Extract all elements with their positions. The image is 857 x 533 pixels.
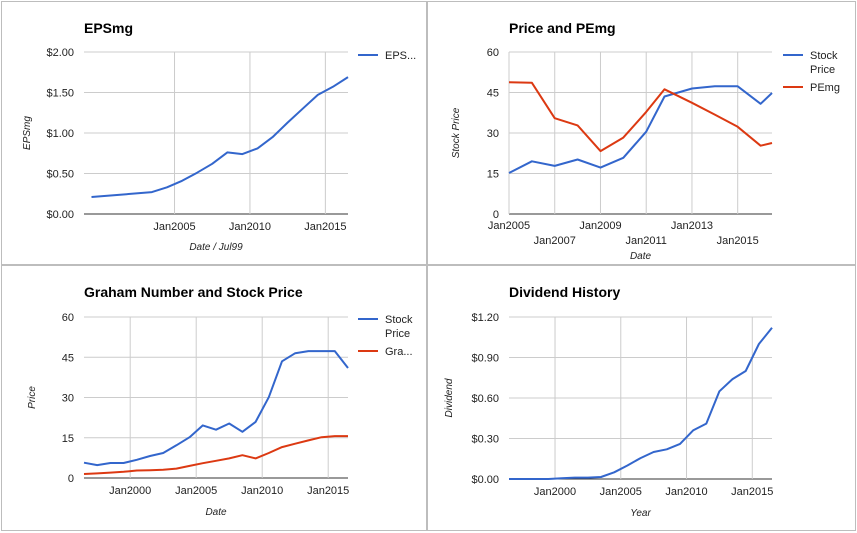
panel-border <box>427 1 856 265</box>
eps-chart-panel: EPSmg $0.00 $0.50 $1.00 $1.50 $2.00 Jan2005 Jan… <box>22 20 416 253</box>
y-tick-label: 0 <box>68 473 74 485</box>
y-tick-label: 15 <box>487 169 499 181</box>
y-tick-label: 60 <box>487 47 499 59</box>
panel-border <box>1 265 427 531</box>
y-tick-label: $0.00 <box>471 474 499 486</box>
y-tick-label: $1.50 <box>46 88 74 100</box>
legend-label: Gra... <box>385 346 413 358</box>
x-tick-label: Jan2009 <box>579 220 621 232</box>
panel-border <box>427 265 856 531</box>
y-tick-label: 0 <box>493 209 499 221</box>
series-line-stock-price <box>83 350 349 467</box>
x-tick-label: Jan2010 <box>241 485 283 497</box>
x-tick-label: Jan2005 <box>600 486 642 498</box>
x-tick-label: Jan2010 <box>665 486 707 498</box>
y-tick-label: 30 <box>487 128 499 140</box>
y-tick-label: 15 <box>62 433 74 445</box>
x-tick-label: Jan2015 <box>717 235 759 247</box>
y-tick-label: $2.00 <box>46 47 74 59</box>
y-tick-label: $0.90 <box>471 353 499 365</box>
series-line-dividend <box>509 327 773 480</box>
series-line-eps <box>91 76 349 198</box>
y-tick-label: $0.30 <box>471 434 499 446</box>
legend-label: Stock Price <box>810 50 838 76</box>
legend-label: Stock Price <box>385 314 413 340</box>
series-line-gra <box>83 435 348 475</box>
series-line-stock-price <box>508 85 773 174</box>
x-tick-label: Jan2015 <box>731 486 773 498</box>
series-line-pemg <box>508 81 773 153</box>
x-tick-label: Jan2005 <box>153 221 195 233</box>
y-axis-label: Stock Price <box>451 107 462 158</box>
x-axis-label: Date <box>630 251 652 262</box>
price-pe-chart-panel: Price and PEmg015304560Jan2005Jan2007Jan… <box>451 20 840 262</box>
graham-price-chart-panel: Graham Number and Stock Price 0 15 30 45 60 Ja… <box>27 284 413 518</box>
y-tick-label: $0.50 <box>46 169 74 181</box>
y-axis-label: EPSmg <box>22 116 33 150</box>
x-tick-label: Jan2013 <box>671 220 713 232</box>
y-tick-label: 60 <box>62 312 74 324</box>
chart-title: EPSmg <box>84 20 133 36</box>
x-tick-label: Jan2015 <box>307 485 349 497</box>
chart-title: Graham Number and Stock Price <box>84 284 303 300</box>
x-tick-label: Jan2011 <box>626 235 667 247</box>
y-axis-label: Price <box>27 386 38 409</box>
dividend-chart-panel: Dividend History $0.00 $0.30 $0.60 $0.90 $1.2… <box>444 284 773 519</box>
y-axis-label: Dividend <box>444 378 455 417</box>
x-tick-label: Jan2000 <box>109 485 151 497</box>
x-tick-label: Jan2015 <box>304 221 346 233</box>
x-tick-label: Jan2010 <box>229 221 271 233</box>
x-tick-label: Jan2007 <box>534 235 576 247</box>
y-tick-label: $1.20 <box>471 312 499 324</box>
legend-label: EPS... <box>385 50 416 62</box>
y-tick-label: $0.60 <box>471 393 499 405</box>
y-tick-label: $1.00 <box>46 128 74 140</box>
x-axis-label: Date / Jul99 <box>189 242 243 253</box>
x-tick-label: Jan2000 <box>534 486 576 498</box>
chart-title: Price and PEmg <box>509 20 616 36</box>
y-tick-label: 30 <box>62 393 74 405</box>
x-axis-label: Date <box>205 507 227 518</box>
legend-label: PEmg <box>810 82 840 94</box>
y-tick-label: 45 <box>62 352 74 364</box>
x-tick-label: Jan2005 <box>488 220 530 232</box>
panel-border <box>1 1 427 265</box>
y-tick-label: 45 <box>487 88 499 100</box>
x-tick-label: Jan2005 <box>175 485 217 497</box>
x-axis-label: Year <box>630 508 651 519</box>
chart-title: Dividend History <box>509 284 620 300</box>
y-tick-label: $0.00 <box>46 209 74 221</box>
